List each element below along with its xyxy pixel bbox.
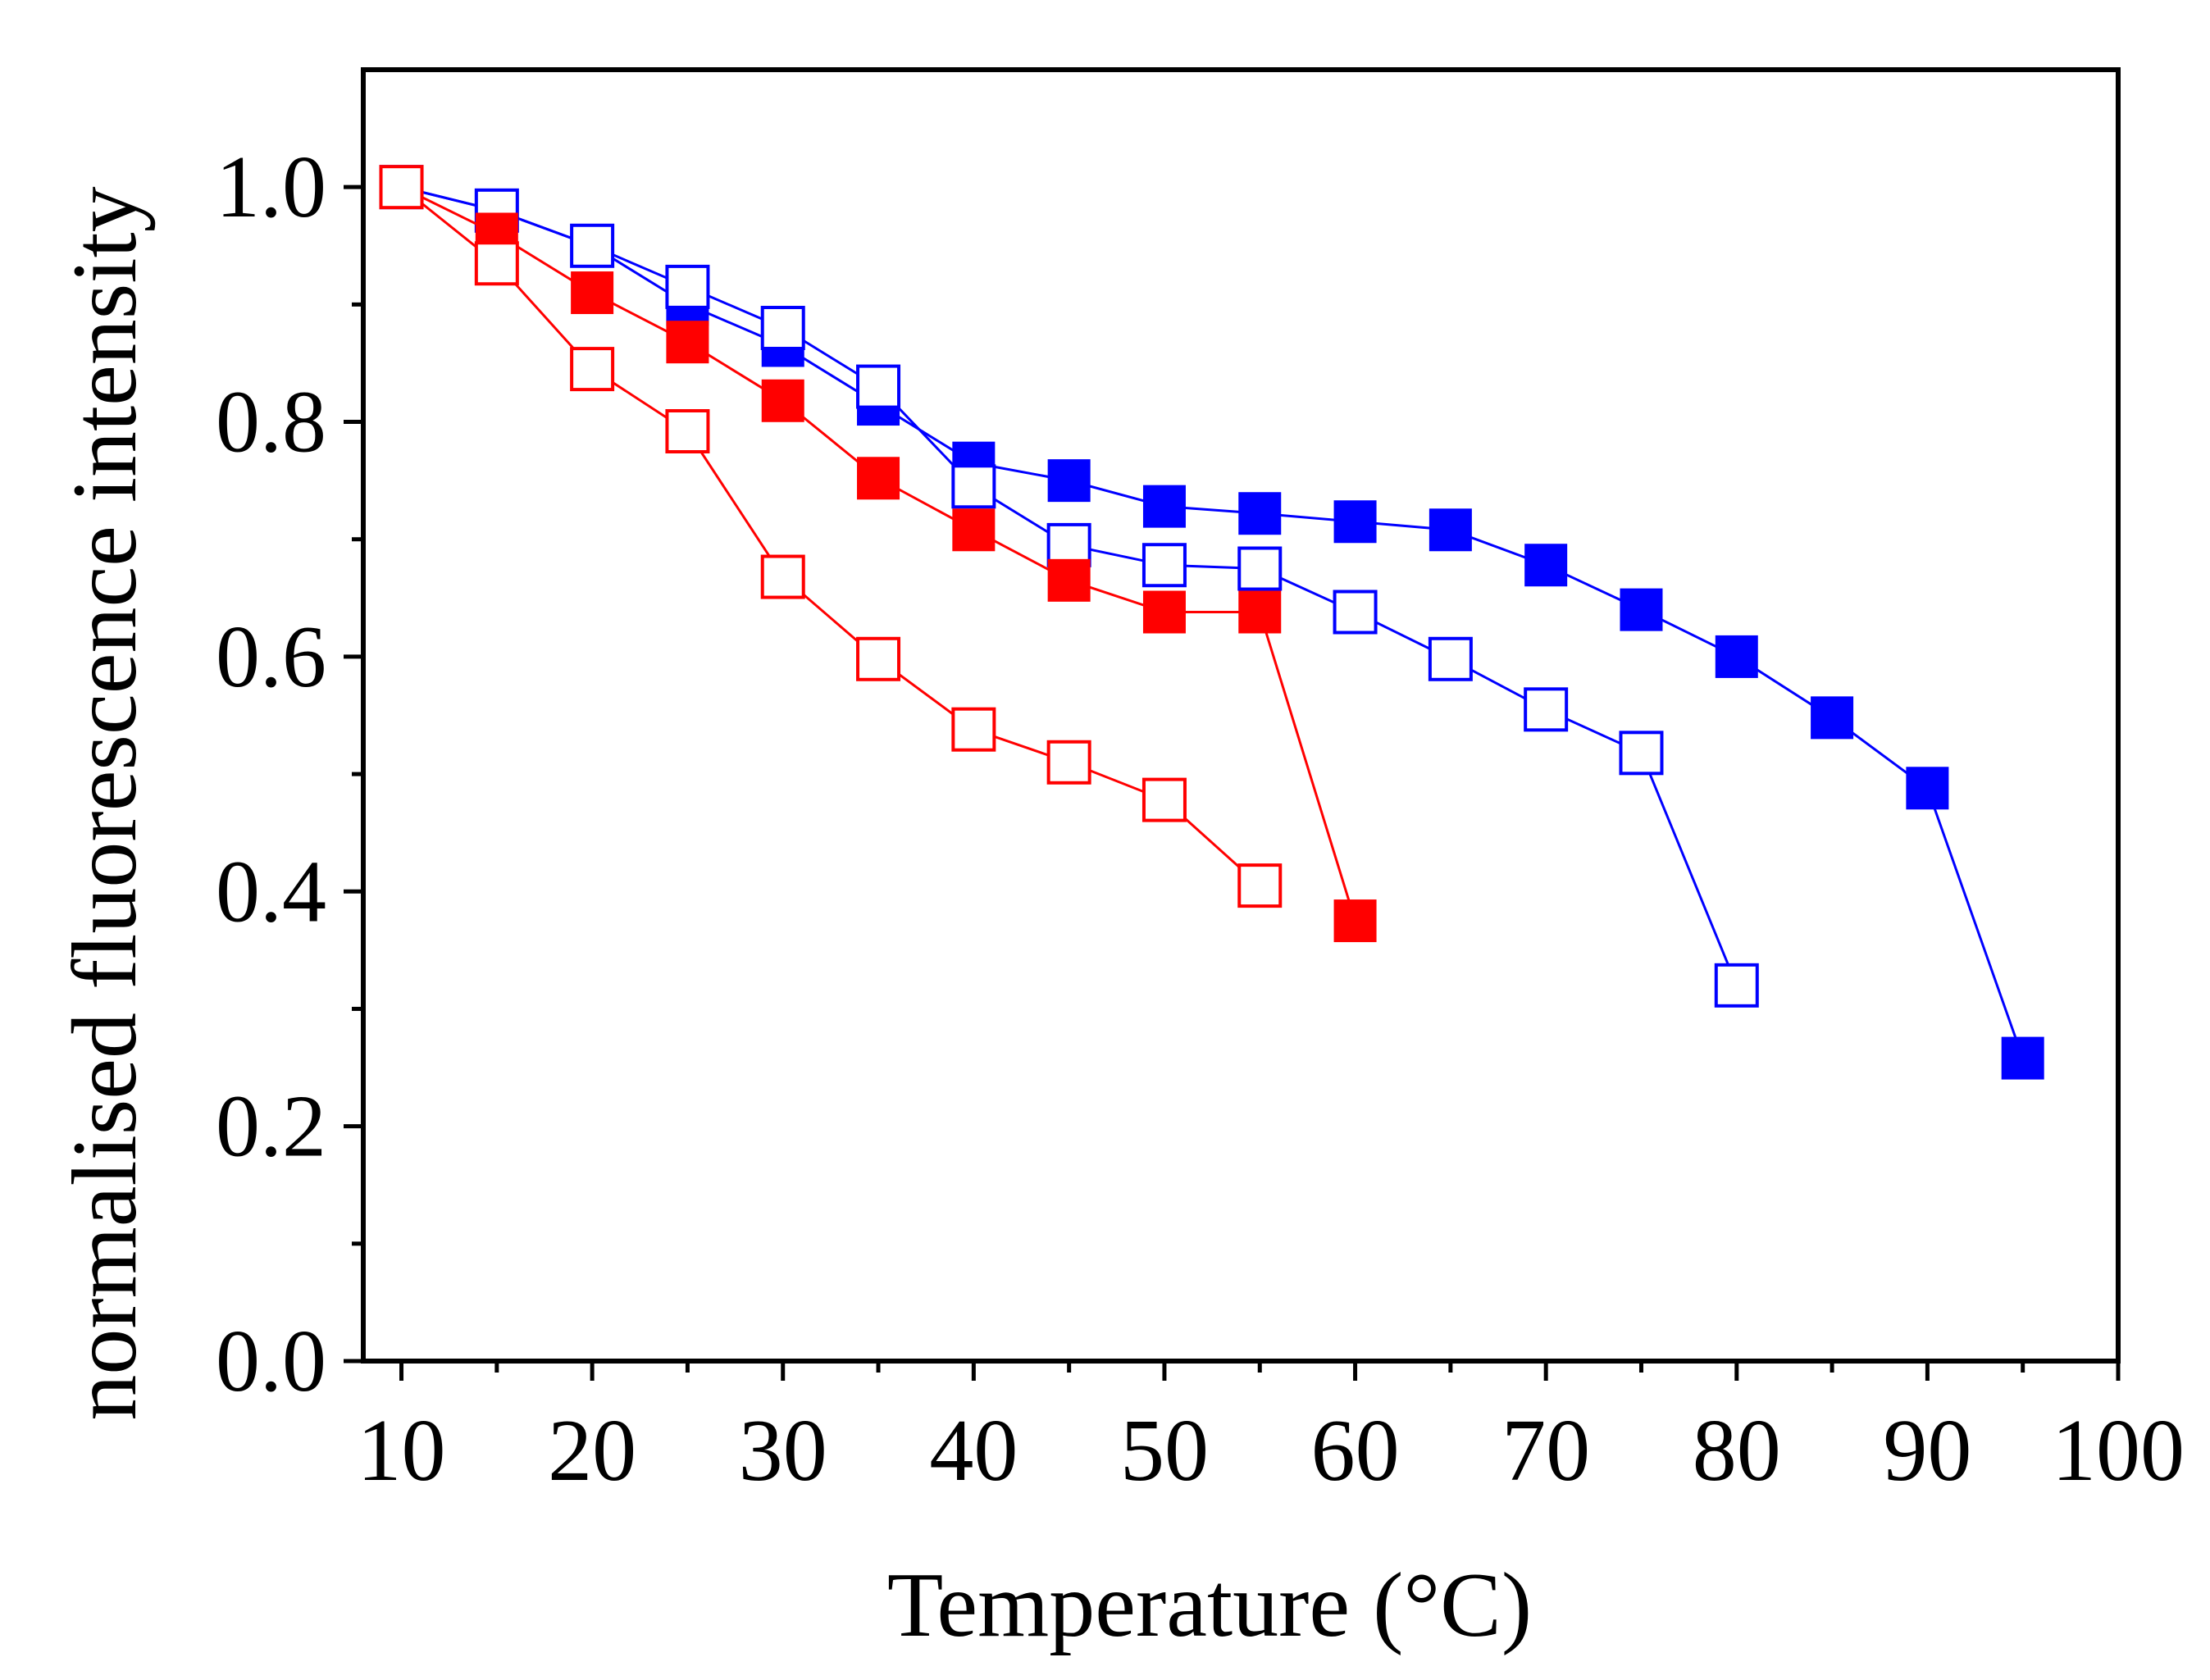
series-3 — [379, 165, 1283, 908]
series-line — [400, 186, 1261, 887]
x-tick-label: 40 — [929, 1402, 1018, 1500]
data-point — [666, 321, 709, 364]
data-point — [379, 165, 424, 210]
data-point — [1047, 558, 1091, 602]
data-point — [1333, 500, 1377, 544]
data-point — [1238, 492, 1282, 535]
data-point — [857, 457, 900, 500]
y-tick-label: 0.2 — [216, 1078, 326, 1176]
data-point — [570, 347, 615, 392]
data-point — [1141, 777, 1187, 822]
data-point — [1906, 767, 1949, 810]
data-point — [1428, 636, 1473, 681]
data-point — [951, 464, 996, 509]
data-point — [760, 554, 805, 599]
x-tick-label: 90 — [1883, 1402, 1971, 1500]
data-point — [856, 636, 901, 681]
data-point — [951, 707, 996, 752]
data-point — [1238, 590, 1282, 634]
data-point — [1524, 687, 1569, 732]
data-point — [1429, 508, 1472, 552]
data-point — [856, 364, 901, 409]
x-tick-label: 80 — [1693, 1402, 1781, 1500]
data-point — [1524, 544, 1568, 587]
data-point — [1714, 963, 1759, 1008]
data-point — [1142, 590, 1186, 634]
data-point — [571, 271, 614, 315]
data-point — [760, 306, 805, 350]
data-point — [2001, 1036, 2044, 1080]
y-tick-label: 1.0 — [216, 139, 326, 236]
x-tick-label: 20 — [548, 1402, 636, 1500]
data-point — [1811, 696, 1854, 740]
data-point — [761, 379, 804, 422]
series-0 — [380, 166, 2044, 1080]
data-point — [1046, 740, 1091, 785]
data-point — [1715, 635, 1758, 678]
data-point — [1237, 863, 1283, 908]
ticks-layer: 10 20 30 40 50 60 70 80 90 100 0.0 0.2 0.4 0.6 0.8 1.0 — [216, 139, 2185, 1500]
data-point — [1619, 731, 1664, 776]
x-tick-label: 10 — [358, 1402, 446, 1500]
x-tick-label: 60 — [1311, 1402, 1400, 1500]
data-point — [474, 241, 519, 286]
series-2 — [380, 166, 1377, 943]
data-point — [665, 264, 710, 309]
y-tick-label: 0.0 — [216, 1313, 326, 1410]
data-point — [1047, 459, 1091, 503]
data-point — [1333, 899, 1377, 943]
data-point — [1333, 590, 1378, 635]
y-tick-label: 0.8 — [216, 374, 326, 471]
series-1 — [379, 165, 1759, 1008]
data-point — [952, 508, 996, 552]
data-point — [1237, 546, 1283, 591]
series-line — [400, 185, 1356, 922]
x-tick-label: 100 — [2052, 1402, 2185, 1500]
y-tick-label: 0.4 — [216, 843, 326, 940]
x-tick-label: 50 — [1120, 1402, 1209, 1500]
series-layer — [379, 165, 2044, 1080]
y-axis-title: normalised fluorescence intensity — [54, 186, 156, 1420]
data-point — [1046, 522, 1091, 567]
x-tick-label: 30 — [739, 1402, 827, 1500]
data-point — [665, 409, 710, 453]
x-axis-title: Temperature (°C) — [887, 1555, 1532, 1656]
data-point — [1142, 485, 1186, 528]
data-point — [1141, 543, 1187, 588]
series-line — [401, 185, 2025, 1059]
data-point — [570, 223, 615, 268]
data-point — [1620, 588, 1663, 631]
x-tick-label: 70 — [1501, 1402, 1590, 1500]
plot-frame — [361, 67, 2121, 1364]
y-tick-label: 0.6 — [216, 608, 326, 706]
axes-layer — [361, 67, 2121, 1364]
